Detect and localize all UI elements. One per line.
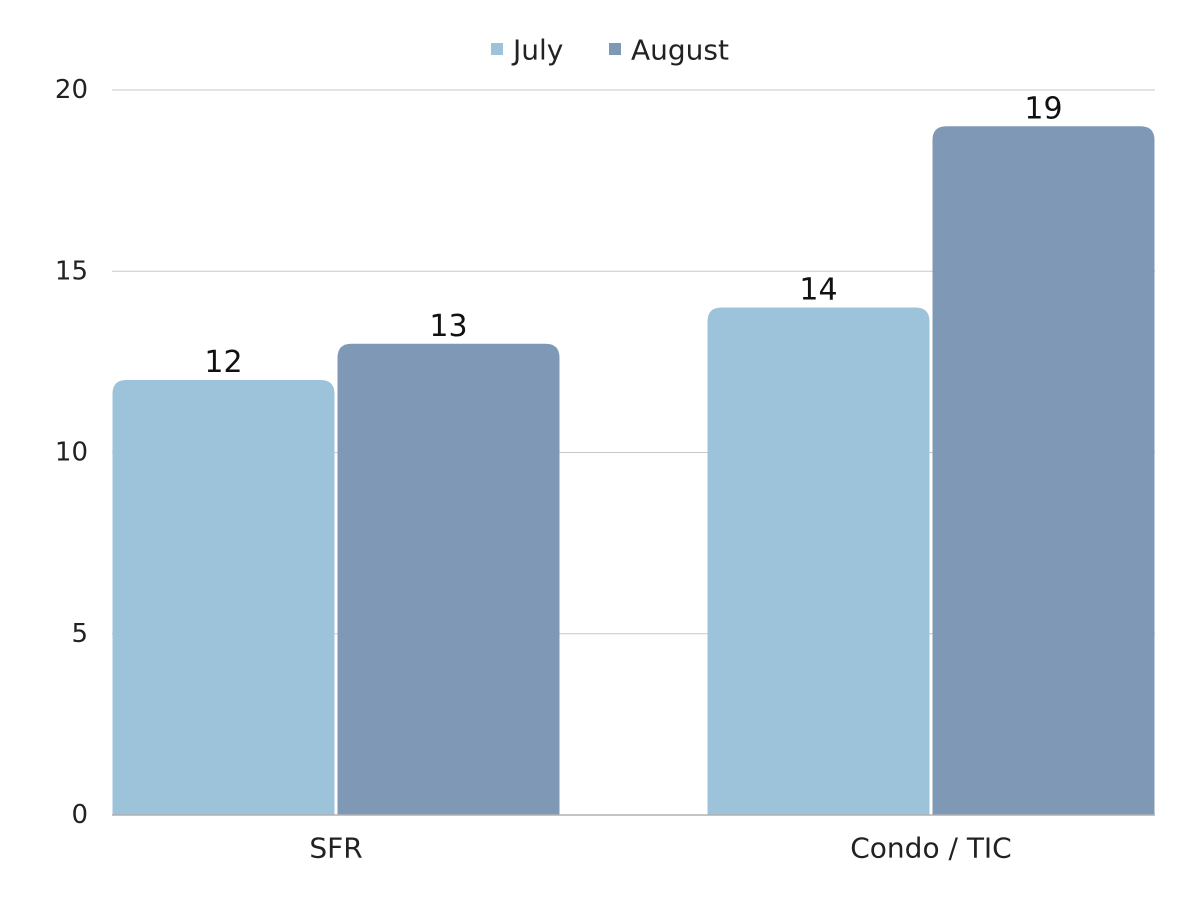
y-tick-label-10: 10 bbox=[55, 438, 88, 468]
bars bbox=[112, 126, 1155, 815]
legend-swatch-august bbox=[609, 43, 621, 55]
bar-august-condo-tic bbox=[932, 126, 1155, 815]
bar-july-sfr bbox=[112, 380, 335, 815]
data-label-july-condo-tic: 14 bbox=[799, 273, 837, 308]
legend: July August bbox=[491, 34, 729, 67]
y-tick-label-20: 20 bbox=[55, 75, 88, 105]
y-tick-label-15: 15 bbox=[55, 256, 88, 286]
data-labels: 12 13 14 19 bbox=[204, 91, 1062, 380]
y-axis: 0 5 10 15 20 bbox=[55, 75, 88, 830]
legend-label-august: August bbox=[631, 34, 729, 67]
y-tick-label-5: 5 bbox=[71, 619, 88, 649]
data-label-july-sfr: 12 bbox=[204, 345, 242, 380]
data-label-august-sfr: 13 bbox=[429, 309, 467, 344]
y-tick-label-0: 0 bbox=[71, 800, 88, 830]
x-tick-label-condo-tic: Condo / TIC bbox=[850, 832, 1011, 865]
bar-july-condo-tic bbox=[707, 307, 930, 815]
legend-swatch-july bbox=[491, 43, 503, 55]
bar-august-sfr bbox=[337, 343, 560, 815]
x-tick-label-sfr: SFR bbox=[309, 832, 362, 865]
data-label-august-condo-tic: 19 bbox=[1024, 91, 1062, 126]
legend-label-july: July bbox=[511, 34, 563, 67]
x-axis: SFR Condo / TIC bbox=[112, 814, 1155, 865]
